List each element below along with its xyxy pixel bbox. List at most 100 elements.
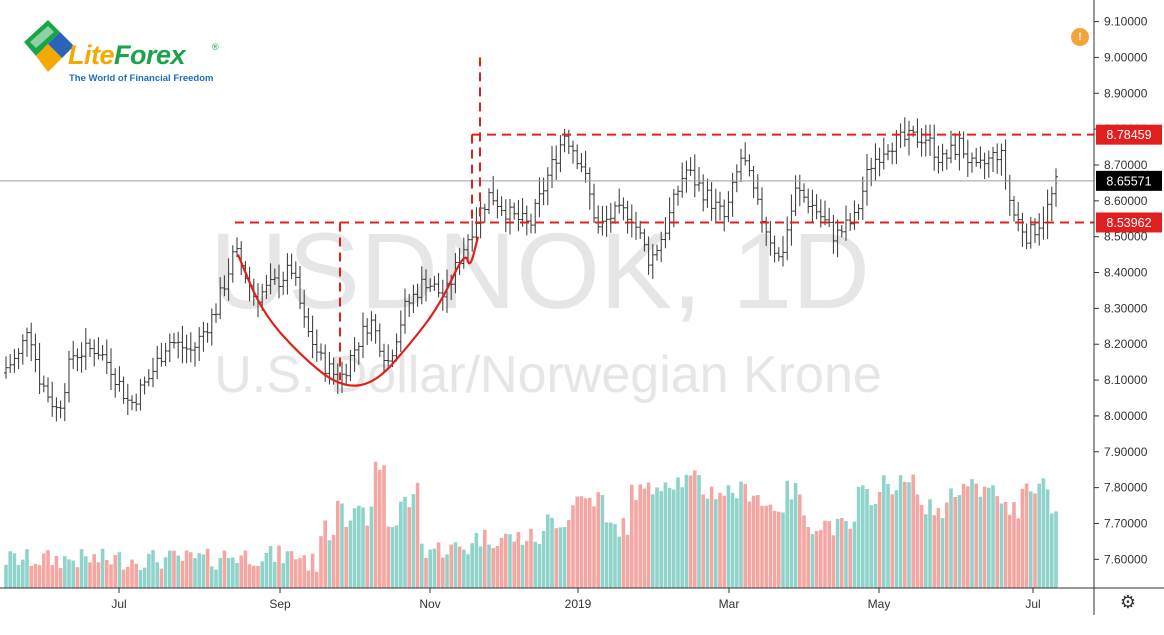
volume-bar [701,494,705,588]
logo-brand-forex: Forex [114,40,186,70]
price-bar [125,383,130,415]
volume-bar [67,559,71,588]
volume-bar [126,566,130,588]
price-bar [596,205,601,234]
volume-bar [991,485,995,588]
volume-bar [760,505,764,588]
volume-bar [1045,489,1050,588]
price-bar [995,143,1000,174]
volume-bar [58,568,63,588]
price-bar [978,146,983,169]
price-bar [319,343,323,361]
price-bar [188,332,193,363]
price-bar [545,167,550,206]
volume-bar [92,554,96,588]
volume-bar [50,565,54,588]
price-bar [579,152,584,173]
volume-bar [915,494,920,588]
volume-bar [1041,478,1046,588]
price-bar [974,148,979,167]
volume-bar [193,558,197,588]
price-bar [986,150,991,178]
volume-bar [663,482,668,588]
price-bar [923,124,928,157]
price-bar [524,205,529,236]
price-bar [827,207,832,228]
price-bar [650,244,655,279]
volume-bar [512,541,516,588]
price-bar [692,154,697,198]
alert-icon[interactable]: ! [1071,28,1089,46]
volume-bar [596,492,600,588]
volume-bar [672,489,676,588]
volume-bar [525,541,529,588]
price-bar [554,145,559,180]
price-bar [671,188,676,228]
price-bar [71,340,76,370]
price-bar [327,351,332,385]
price-bar [667,197,672,241]
price-bar [991,146,995,172]
volume-bar [588,497,592,588]
volume-bar [436,542,441,588]
volume-bar [386,526,390,588]
volume-bar [604,522,609,588]
price-bar [314,329,319,362]
volume-bar [231,557,235,588]
volume-bar [298,558,302,588]
price-bar [277,264,281,299]
volume-bar [844,520,848,588]
price-bar [982,152,987,179]
volume-bar [953,497,957,588]
volume-bar [999,503,1004,588]
price-bar [197,327,202,361]
price-bar [873,143,878,181]
volume-bar [592,506,596,588]
volume-bar [197,553,201,588]
price-bar [361,312,365,358]
volume-bar [495,546,500,588]
price-bar [25,327,29,357]
gear-icon[interactable]: ⚙ [1119,592,1137,613]
volume-bar [739,481,743,588]
volume-bar [638,484,642,588]
volume-bar [852,521,857,588]
volume-bar [642,488,647,588]
volume-bar [344,527,348,588]
price-bar [512,202,517,220]
price-bar [919,128,924,157]
volume-bar [806,527,810,588]
volume-bar [793,483,798,588]
volume-bar [390,527,395,588]
price-label-box [1096,170,1162,191]
price-bar [613,201,617,224]
volume-bar [63,556,67,588]
volume-bar [79,549,84,588]
price-bar [604,205,609,237]
price-bar [352,337,357,372]
price-bar [751,166,756,199]
price-bar [209,308,214,346]
volume-bar [659,491,663,588]
price-bar [79,342,84,373]
price-bar [193,342,197,367]
price-bar [802,183,806,203]
price-bar [377,323,382,358]
price-bar [8,354,13,373]
price-bar [697,167,701,192]
volume-bar [109,564,113,588]
volume-bar [247,564,252,588]
volume-bar [533,541,537,588]
volume-bar [873,503,878,588]
volume-bar [403,496,407,588]
price-tick-label: 9.00000 [1104,50,1148,64]
volume-bar [676,477,680,588]
price-bar [768,220,773,256]
volume-bar [365,525,369,588]
price-bar [529,213,533,234]
price-label-box [1096,124,1162,145]
price-tick-label: 7.70000 [1104,516,1148,530]
price-bar [1037,213,1042,246]
price-bar [214,303,218,323]
